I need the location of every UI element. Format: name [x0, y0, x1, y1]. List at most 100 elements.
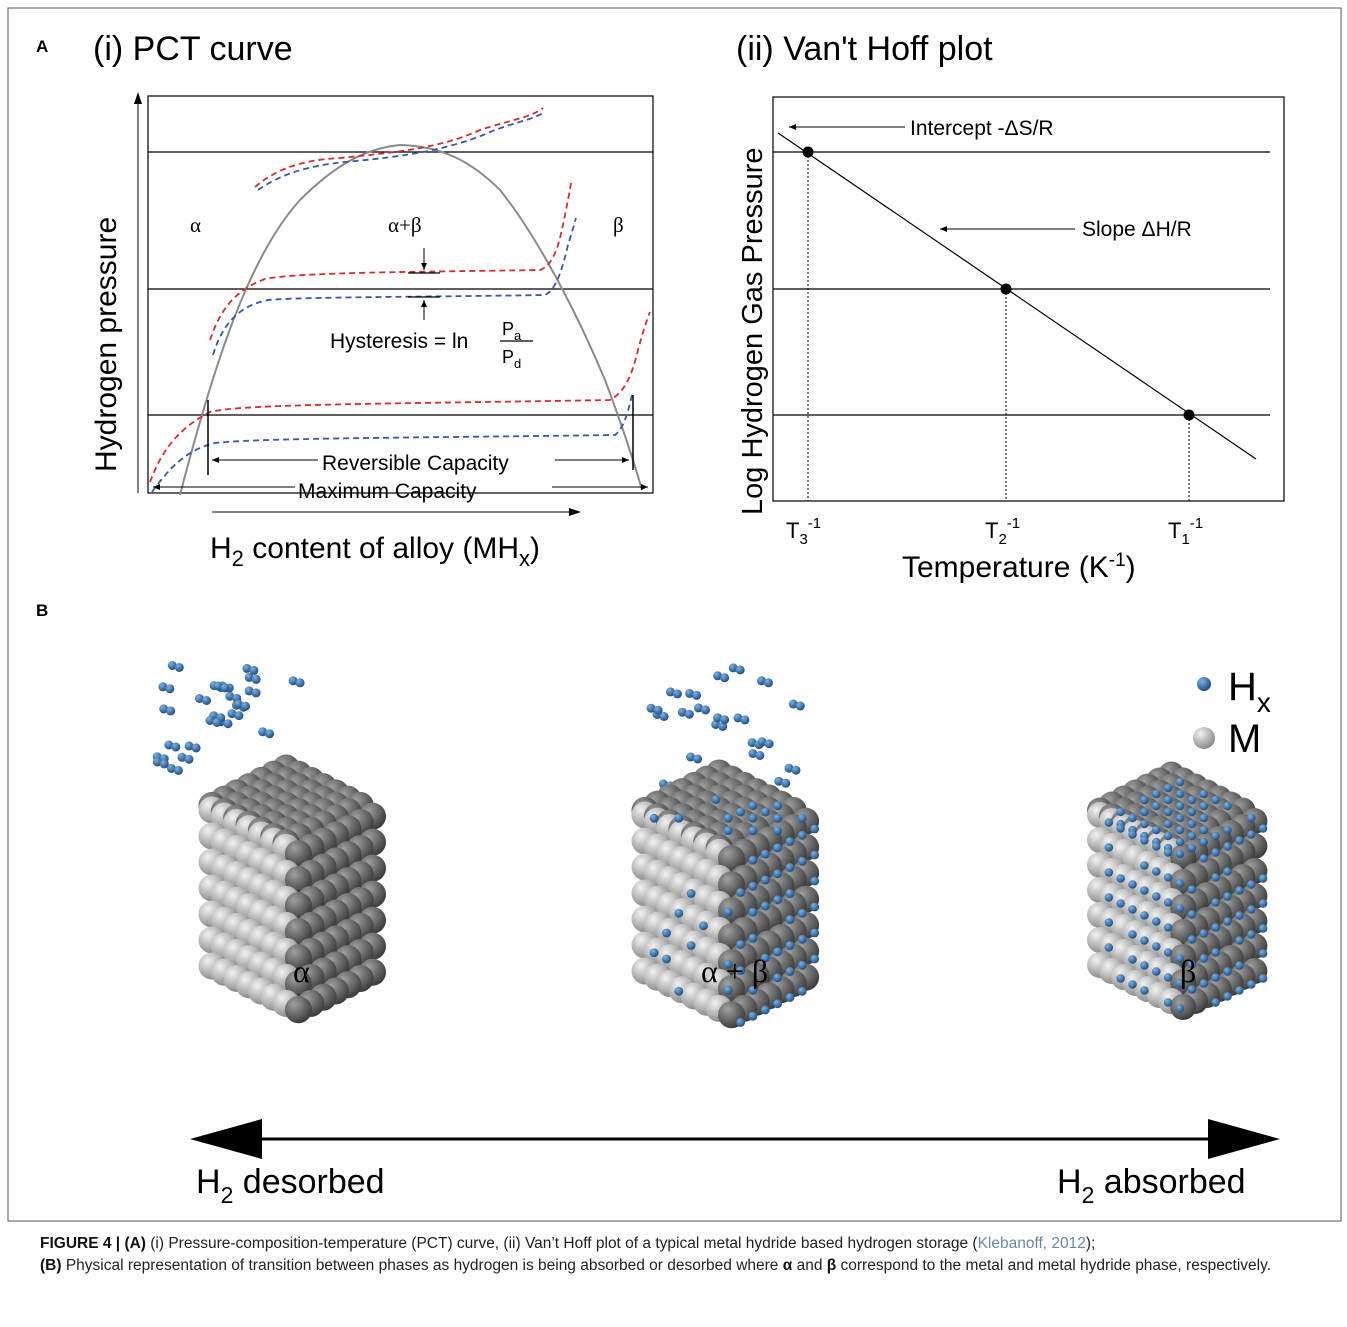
alpha-metal-cube: [198, 754, 387, 1024]
beta-metal-hydride-cube: [1087, 761, 1268, 1020]
hydrogen-atom: [665, 687, 675, 697]
hydrogen-atom: [251, 674, 261, 684]
hydrogen-atom: [674, 813, 684, 823]
hydrogen-atom: [685, 688, 695, 698]
hydrogen-atom: [1152, 825, 1161, 835]
hydrogen-atom: [797, 908, 807, 918]
vanthoff-point-t3: [802, 146, 814, 158]
hydrogen-atom: [760, 875, 770, 885]
hydrogen-atom: [1140, 936, 1149, 945]
pct-phase-beta: β: [613, 213, 624, 237]
b-phase-alpha: α: [293, 953, 310, 989]
hydrogen-atom: [1223, 892, 1232, 901]
hydrogen-atom: [784, 763, 794, 773]
hydrogen-atom: [736, 888, 746, 897]
hydrogen-atom: [1199, 979, 1209, 988]
hydrogen-atom: [748, 826, 758, 836]
hydrogen-atom: [158, 682, 168, 692]
hydrogen-atom: [220, 683, 230, 693]
hydrogen-atom: [1163, 873, 1173, 882]
hydrogen-atom: [649, 948, 659, 958]
hydrogen-atom: [1187, 985, 1197, 994]
pct-y-arrowhead: [134, 92, 142, 104]
hydrogen-atom: [720, 715, 730, 725]
hydrogen-atom: [773, 813, 783, 823]
hysteresis-numerator: Pa: [502, 319, 522, 343]
panel-b-legend: Hx M: [1193, 665, 1271, 761]
hydrogen-atom: [1104, 893, 1114, 902]
hydrogen-atom: [244, 672, 254, 682]
hydrogen-atom: [773, 801, 783, 811]
hydrogen-atom: [1235, 836, 1244, 845]
pct-desorption-mid: [212, 217, 577, 356]
hydrogen-atom: [1152, 801, 1161, 811]
hydrogen-atom: [1128, 830, 1137, 839]
hydrogen-atom: [1140, 807, 1149, 817]
hydrogen-atom: [213, 681, 223, 691]
hydrogen-atom: [1152, 942, 1161, 951]
hydrogen-atom: [1152, 789, 1161, 799]
hydrogen-atom: [1247, 813, 1256, 823]
hydrogen-atom: [797, 934, 807, 944]
hydrogen-atom: [810, 902, 820, 912]
hydrogen-atom: [202, 696, 211, 705]
hydrogen-atom: [711, 795, 721, 804]
hydrogen-atom: [674, 908, 684, 918]
slope-label: Slope ΔH/R: [1082, 218, 1192, 241]
hysteresis-formula: Hysteresis = ln Pa Pd: [330, 319, 533, 371]
hydrogen-atom: [159, 704, 169, 714]
vanthoff-frame: [772, 96, 1285, 502]
hydrogen-atom: [781, 778, 791, 788]
hydrogen-atom: [760, 807, 770, 817]
hydrogen-atom: [736, 807, 745, 817]
hydrogen-atom: [773, 973, 783, 983]
hydrogen-atom: [1104, 818, 1114, 827]
hydrogen-atom: [736, 1018, 746, 1027]
hydrogen-atom: [174, 663, 184, 672]
hydrogen-atom: [1187, 795, 1197, 805]
hydrogen-atom: [234, 711, 244, 721]
caption-citation-link[interactable]: Klebanoff, 2012: [977, 1235, 1086, 1252]
hydrogen-atom: [748, 855, 758, 865]
hydrogen-atom: [692, 690, 702, 700]
maximum-capacity-label: Maximum Capacity: [298, 480, 477, 503]
alpha-hydrogen-gas: [152, 661, 305, 775]
hydrogen-atom: [713, 671, 723, 681]
hydrogen-atom: [1163, 831, 1173, 841]
metal-atom: [284, 866, 312, 894]
legend-h-label: Hx: [1228, 665, 1271, 718]
hydrogen-atom: [234, 699, 243, 709]
hydrogen-atom: [672, 689, 682, 699]
hydrogen-atom: [1152, 867, 1161, 876]
hydrogen-atom: [791, 765, 801, 775]
pct-absorption-low: [149, 311, 651, 483]
hydrogen-atom: [740, 715, 750, 725]
hydrogen-atom: [1187, 843, 1197, 853]
hydrogen-atom: [748, 985, 758, 995]
caption-a-text: (i) Pressure-composition-temperature (PC…: [145, 1235, 978, 1252]
metal-atom: [284, 970, 312, 998]
hydrogen-atom: [773, 999, 783, 1009]
hydrogen-atom: [1163, 783, 1173, 793]
hydrogen-atom: [1199, 813, 1209, 823]
hydrogen-atom: [1175, 837, 1185, 847]
hydrogen-atom: [659, 712, 669, 721]
hydrogen-atom: [1211, 848, 1220, 857]
hydrogen-atom: [646, 703, 656, 713]
hydrogen-atom: [728, 663, 738, 673]
hydrogen-atom: [723, 826, 733, 836]
hydrogen-atom: [1140, 886, 1149, 895]
vanthoff-tick-t2: T2-1: [985, 515, 1020, 548]
hydrogen-atom: [797, 960, 807, 970]
hydrogen-atom: [747, 738, 757, 748]
hydrogen-atom: [265, 729, 275, 739]
hydrogen-atom: [1128, 930, 1137, 939]
metal-atom: [284, 918, 312, 946]
hydrogen-atom: [1211, 873, 1220, 882]
hydrogen-atom: [1199, 789, 1209, 799]
hydrogen-atom: [171, 742, 181, 752]
hydrogen-atom: [748, 801, 758, 811]
hydrogen-atom: [757, 737, 767, 747]
hydrogen-atom: [212, 718, 222, 727]
hydrogen-atom: [748, 933, 758, 943]
